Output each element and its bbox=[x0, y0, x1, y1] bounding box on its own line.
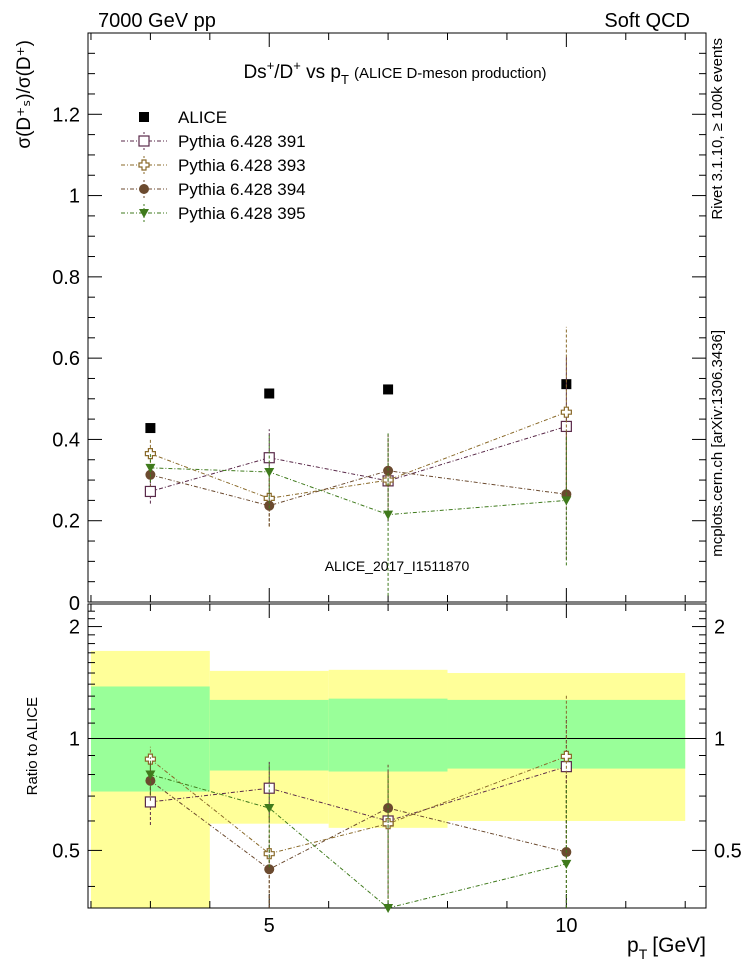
data-point bbox=[144, 753, 156, 765]
x-tick-label: 5 bbox=[264, 915, 275, 937]
x-label-unit: [GeV] bbox=[652, 934, 706, 957]
data-point bbox=[560, 750, 572, 762]
title-vs-sub: T bbox=[341, 72, 349, 87]
ratio-line bbox=[150, 755, 567, 855]
legend-label: Pythia 6.428 395 bbox=[178, 204, 306, 223]
ratio-y-tick-label: 0.5 bbox=[52, 840, 80, 862]
analysis-tag: ALICE_2017_I1511870 bbox=[325, 558, 470, 574]
data-point bbox=[382, 818, 394, 830]
data-point bbox=[138, 135, 150, 147]
data-point bbox=[383, 904, 394, 913]
y-axis-label: σ(D⁺ₛ)/σ(D⁺) bbox=[14, 40, 35, 149]
series-0 bbox=[145, 379, 572, 434]
data-point bbox=[263, 848, 275, 860]
data-point bbox=[145, 463, 156, 473]
ratio-series-group bbox=[144, 694, 572, 913]
ratio-band-inner bbox=[209, 699, 329, 771]
series-4 bbox=[145, 433, 572, 596]
y-tick-label: 0.8 bbox=[52, 267, 80, 289]
data-point bbox=[144, 485, 156, 498]
title-slash-sup: + bbox=[293, 58, 301, 73]
y-tick-label-zero: 0 bbox=[69, 593, 80, 615]
mcplots-credit-label: mcplots.cern.ch [arXiv:1306.3436] bbox=[709, 330, 726, 557]
ratio-line bbox=[150, 766, 567, 822]
data-point bbox=[144, 448, 156, 460]
title-slash: /D bbox=[274, 62, 293, 83]
y-tick-label: 1 bbox=[69, 186, 80, 208]
title-main-sup: + bbox=[267, 58, 275, 73]
ratio-y-axis-label: Ratio to ALICE bbox=[24, 697, 41, 795]
axis-ticks bbox=[88, 32, 706, 908]
data-point bbox=[139, 209, 149, 218]
data-point bbox=[138, 159, 150, 171]
series-line bbox=[150, 470, 567, 507]
ratio-y-tick-label-right: 0.5 bbox=[714, 840, 742, 862]
series-1 bbox=[144, 357, 572, 522]
data-point bbox=[264, 388, 275, 399]
data-point bbox=[145, 775, 156, 786]
ratio-y-tick-label-right: 1 bbox=[714, 728, 725, 750]
y-tick-label: 1.2 bbox=[52, 104, 80, 126]
data-point bbox=[560, 406, 572, 418]
chart-title: Ds+/D+ vs pT (ALICE D-meson production) bbox=[243, 58, 546, 87]
series-line bbox=[150, 467, 567, 516]
y-tick-label: 0.2 bbox=[52, 511, 80, 533]
legend-label: Pythia 6.428 393 bbox=[178, 156, 306, 175]
data-point bbox=[139, 112, 149, 122]
data-point bbox=[383, 510, 394, 520]
y-tick-label: 0.4 bbox=[52, 429, 80, 451]
data-point bbox=[264, 467, 275, 477]
legend: ALICE Pythia 6.428 391 Pythia 6.428 393 Pyt… bbox=[121, 108, 306, 223]
rivet-version-label: Rivet 3.1.10, ≥ 100k events bbox=[709, 38, 726, 220]
series-2 bbox=[144, 326, 572, 527]
ratio-band-inner bbox=[328, 698, 448, 772]
ratio-series-4 bbox=[145, 757, 572, 913]
header-energy-label: 7000 GeV pp bbox=[98, 10, 216, 32]
legend-label: Pythia 6.428 391 bbox=[178, 132, 306, 151]
ratio-line bbox=[150, 774, 567, 909]
y-tick-label: 0.6 bbox=[52, 348, 80, 370]
data-point bbox=[145, 770, 156, 780]
legend-label: ALICE bbox=[178, 108, 227, 127]
data-point bbox=[383, 803, 394, 814]
data-point bbox=[139, 184, 149, 194]
data-point bbox=[145, 423, 156, 434]
data-point bbox=[264, 804, 275, 814]
series-line bbox=[150, 411, 567, 499]
legend-label: Pythia 6.428 394 bbox=[178, 180, 306, 199]
ratio-y-tick-label-right: 2 bbox=[714, 617, 725, 639]
data-point bbox=[144, 796, 156, 808]
title-main: Ds bbox=[243, 62, 266, 83]
data-point bbox=[383, 384, 394, 395]
title-sub: (ALICE D-meson production) bbox=[354, 65, 547, 82]
data-point bbox=[264, 864, 275, 875]
main-series-group bbox=[144, 326, 572, 596]
data-point bbox=[561, 859, 572, 869]
title-vs: vs p bbox=[301, 62, 341, 83]
data-point bbox=[263, 782, 275, 794]
ratio-y-tick-label: 2 bbox=[69, 617, 80, 639]
axis-tick-labels: 5 10 0.2 0.4 0.6 0.8 1 1.2 0 0.5 0.5 1 1 2 2 bbox=[52, 104, 742, 937]
data-point bbox=[561, 496, 572, 506]
header-process-label: Soft QCD bbox=[604, 10, 690, 32]
series-3 bbox=[145, 429, 572, 560]
ratio-line bbox=[150, 780, 567, 870]
x-label-p: p bbox=[627, 934, 639, 957]
x-label-sub: T bbox=[639, 946, 648, 962]
ratio-y-tick-label: 1 bbox=[69, 728, 80, 750]
x-tick-label: 10 bbox=[555, 915, 577, 937]
x-axis-label: pT [GeV] bbox=[627, 934, 706, 962]
